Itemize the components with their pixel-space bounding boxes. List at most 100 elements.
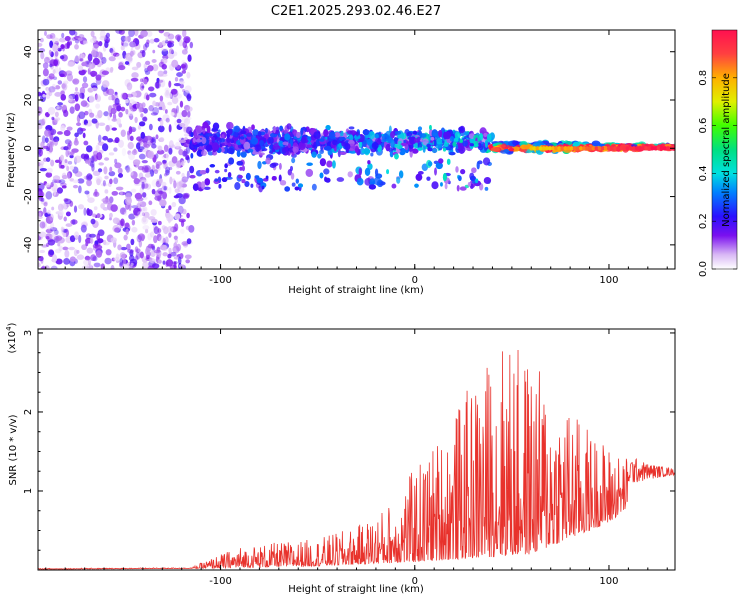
spectrogram-cell <box>291 182 296 187</box>
spectrogram-cell <box>114 137 120 144</box>
spectrogram-cell <box>236 150 241 158</box>
spectrogram-cell <box>148 123 153 131</box>
spectrogram-cell <box>155 134 159 140</box>
spectrogram-cell <box>45 172 53 178</box>
spectrogram-cell <box>349 134 354 141</box>
spectrogram-cell <box>227 128 233 135</box>
spectrogram-cell <box>192 137 196 143</box>
spectrogram-cell <box>167 253 172 259</box>
spectrogram-cell <box>119 207 127 215</box>
spectrogram-cell <box>265 127 268 134</box>
spectrogram-cell <box>300 127 304 136</box>
spectrogram-cell <box>66 144 71 151</box>
spectrogram-cell <box>328 131 336 139</box>
spectrogram-cell <box>105 32 110 38</box>
spectrogram-cell <box>250 183 254 188</box>
spectrogram-cell <box>166 213 174 222</box>
spectrogram-cell <box>483 176 492 184</box>
spectrogram-cell <box>369 178 376 187</box>
spectrogram-cell <box>160 73 168 77</box>
spectrogram-cell <box>169 176 173 185</box>
spectrogram-cell <box>500 144 506 148</box>
spectrogram-cell <box>227 171 232 178</box>
spectrogram-cell <box>90 218 96 225</box>
spectrogram-cell <box>666 146 671 151</box>
spectrogram-cell <box>183 133 189 137</box>
spectrogram-cell <box>353 134 361 140</box>
spectrogram-cell <box>82 76 88 83</box>
spectrogram-cell <box>41 118 46 126</box>
spectrogram-cell <box>145 94 150 101</box>
spectrogram-cell <box>40 266 46 269</box>
spectrogram-cell <box>157 70 164 77</box>
spectrogram-cell <box>300 136 307 144</box>
spectrogram-xtick-label: 0 <box>412 275 418 286</box>
spectrogram-cell <box>63 129 71 137</box>
spectrogram-xlabel: Height of straight line (km) <box>288 285 424 296</box>
spectrogram-cell <box>240 130 247 135</box>
spectrogram-cell <box>265 157 271 165</box>
spectrogram-cell <box>165 169 170 176</box>
spectrogram-cell <box>80 69 88 74</box>
spectrogram-cell <box>60 44 65 50</box>
colorbar: 0.0 0.2 0.4 0.6 0.8 Normalized spectral ampl… <box>698 29 738 277</box>
spectrogram-cell <box>650 146 655 151</box>
spectrogram-cell <box>344 142 351 150</box>
spectrogram-cell <box>60 125 66 132</box>
spectrogram-cell <box>186 93 192 102</box>
spectrogram-cell <box>143 63 148 70</box>
spectrogram-cell <box>156 149 165 155</box>
spectrogram-cell <box>134 116 138 124</box>
spectrogram-cell <box>84 255 91 261</box>
spectrogram-cell <box>199 145 205 150</box>
spectrogram-cell <box>164 87 170 94</box>
spectrogram-cell <box>75 87 78 92</box>
spectrogram-cell <box>114 97 120 106</box>
spectrogram-cell <box>175 160 181 169</box>
spectrogram-cell <box>61 32 65 38</box>
spectrogram-cell <box>145 135 153 141</box>
spectrogram-cell <box>40 197 45 202</box>
spectrogram-cell <box>98 162 104 166</box>
spectrogram-cell <box>373 176 382 186</box>
spectrogram-cell <box>123 234 128 241</box>
spectrogram-cell <box>148 86 155 92</box>
spectrogram-cell <box>115 53 123 60</box>
spectrogram-cell <box>170 88 178 95</box>
spectrogram-cell <box>66 41 70 49</box>
spectrogram-cell <box>204 178 211 186</box>
spectrogram-cell <box>131 226 138 233</box>
spectrogram-cell <box>173 242 178 249</box>
spectrogram-cell <box>325 125 331 131</box>
spectrogram-cell <box>279 179 287 186</box>
spectrogram-cell <box>111 190 119 196</box>
spectrogram-cell <box>39 249 46 254</box>
spectrogram-cell <box>167 33 175 40</box>
spectrogram-cell <box>130 77 139 82</box>
spectrogram-cell <box>88 62 92 71</box>
spectrogram-cell <box>340 130 344 137</box>
spectrogram-cell <box>74 95 78 101</box>
spectrogram-cell <box>87 53 93 62</box>
spectrogram-cell <box>41 221 47 229</box>
spectrogram-cell <box>471 167 477 174</box>
spectrogram-cell <box>90 254 97 262</box>
spectrogram-cell <box>58 37 67 43</box>
spectrogram-cell <box>38 231 47 238</box>
spectrogram-cell <box>458 175 462 182</box>
spectrogram-cell <box>153 38 160 43</box>
spectrogram-cell <box>192 183 199 191</box>
spectrogram-cell <box>157 259 162 264</box>
spectrogram-cell <box>98 41 103 47</box>
spectrogram-cell <box>165 117 170 123</box>
spectrogram-cell <box>82 132 86 139</box>
spectrogram-cell <box>284 133 291 141</box>
spectrogram-cell <box>119 257 124 267</box>
spectrogram-cell <box>77 66 84 71</box>
spectrogram-cell <box>141 50 146 58</box>
spectrogram-cell <box>162 260 166 265</box>
spectrogram-cell <box>50 159 55 167</box>
spectrogram-cell <box>484 139 488 149</box>
spectrogram-cell <box>38 124 43 130</box>
